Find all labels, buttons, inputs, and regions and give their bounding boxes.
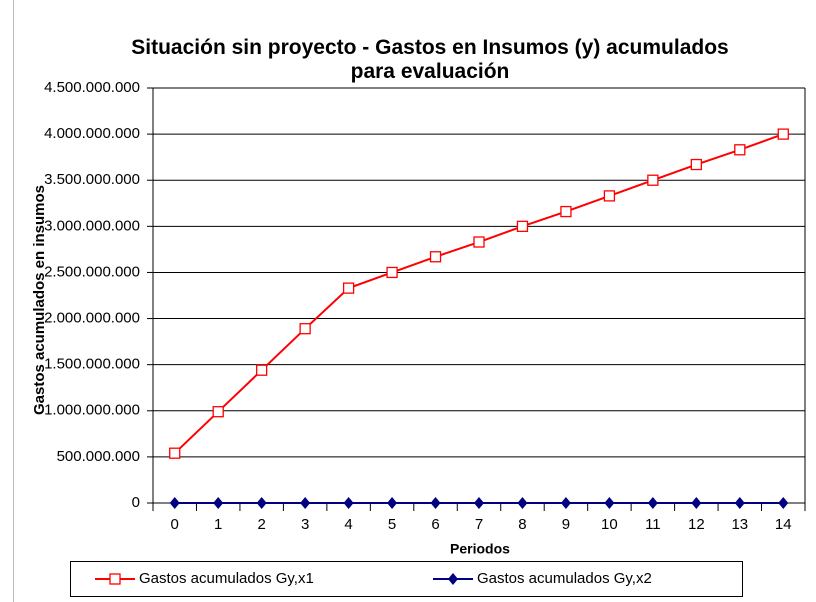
point <box>256 364 268 376</box>
point <box>299 323 311 335</box>
point <box>603 190 616 202</box>
x-tick-label: 10 <box>601 516 618 533</box>
point <box>516 220 529 232</box>
point <box>213 497 224 509</box>
point <box>474 497 484 509</box>
point <box>777 128 789 140</box>
y-tick-label: 500.000.000 <box>57 448 140 465</box>
point <box>690 158 702 171</box>
x-tick-label: 13 <box>731 516 748 533</box>
point <box>647 174 659 186</box>
y-tick-label: 1.500.000.000 <box>44 356 140 373</box>
y-tick-label: 4.000.000.000 <box>44 125 140 142</box>
legend-label: Gastos acumulados Gy,x2 <box>477 570 652 587</box>
point <box>343 497 354 509</box>
x-tick-label: 11 <box>645 516 661 533</box>
x-tick-label: 14 <box>775 516 792 533</box>
point <box>256 497 267 509</box>
x-tick-label: 0 <box>171 516 179 533</box>
x-tick-label: 3 <box>301 516 309 533</box>
x-tick-label: 1 <box>214 516 222 533</box>
point <box>342 282 355 294</box>
point <box>169 497 180 509</box>
point <box>429 251 442 263</box>
chart-border <box>13 0 14 602</box>
point <box>560 205 572 218</box>
y-tick-label: 2.000.000.000 <box>44 310 140 327</box>
x-tick-label: 7 <box>475 516 483 533</box>
point <box>430 497 441 509</box>
x-tick-label: 6 <box>431 516 439 533</box>
x-tick-label: 8 <box>518 516 526 533</box>
y-tick-label: 0 <box>132 494 140 511</box>
point <box>473 236 485 248</box>
x-tick-label: 2 <box>257 516 265 533</box>
y-tick-label: 1.000.000.000 <box>44 402 140 419</box>
y-tick-label: 3.500.000.000 <box>44 171 140 188</box>
point <box>169 447 181 459</box>
legend-box <box>70 561 743 597</box>
point <box>386 266 398 279</box>
point <box>560 497 571 509</box>
x-tick-label: 4 <box>344 516 352 533</box>
point <box>604 497 615 509</box>
y-tick-label: 2.500.000.000 <box>44 263 140 280</box>
point <box>734 144 746 156</box>
chart-title: Situación sin proyecto - Gastos en Insum… <box>131 36 729 83</box>
x-tick-label: 5 <box>388 516 396 533</box>
point <box>212 406 224 418</box>
point <box>647 497 658 509</box>
point <box>387 497 398 509</box>
x-tick-label: 12 <box>688 516 705 533</box>
y-axis-label: Gastos acumulados en insumos <box>31 185 48 415</box>
legend-marker <box>448 573 458 585</box>
point <box>734 497 745 509</box>
point <box>691 497 702 509</box>
legend-marker <box>109 573 121 585</box>
y-tick-label: 4.500.000.000 <box>44 79 140 96</box>
series-line <box>174 133 784 454</box>
x-tick-label: 9 <box>562 516 570 533</box>
point <box>300 497 311 509</box>
legend-label: Gastos acumulados Gy,x1 <box>139 570 314 587</box>
y-tick-label: 3.000.000.000 <box>44 217 140 234</box>
x-axis-label: Periodos <box>450 541 510 557</box>
point <box>778 497 789 509</box>
point <box>517 497 528 509</box>
